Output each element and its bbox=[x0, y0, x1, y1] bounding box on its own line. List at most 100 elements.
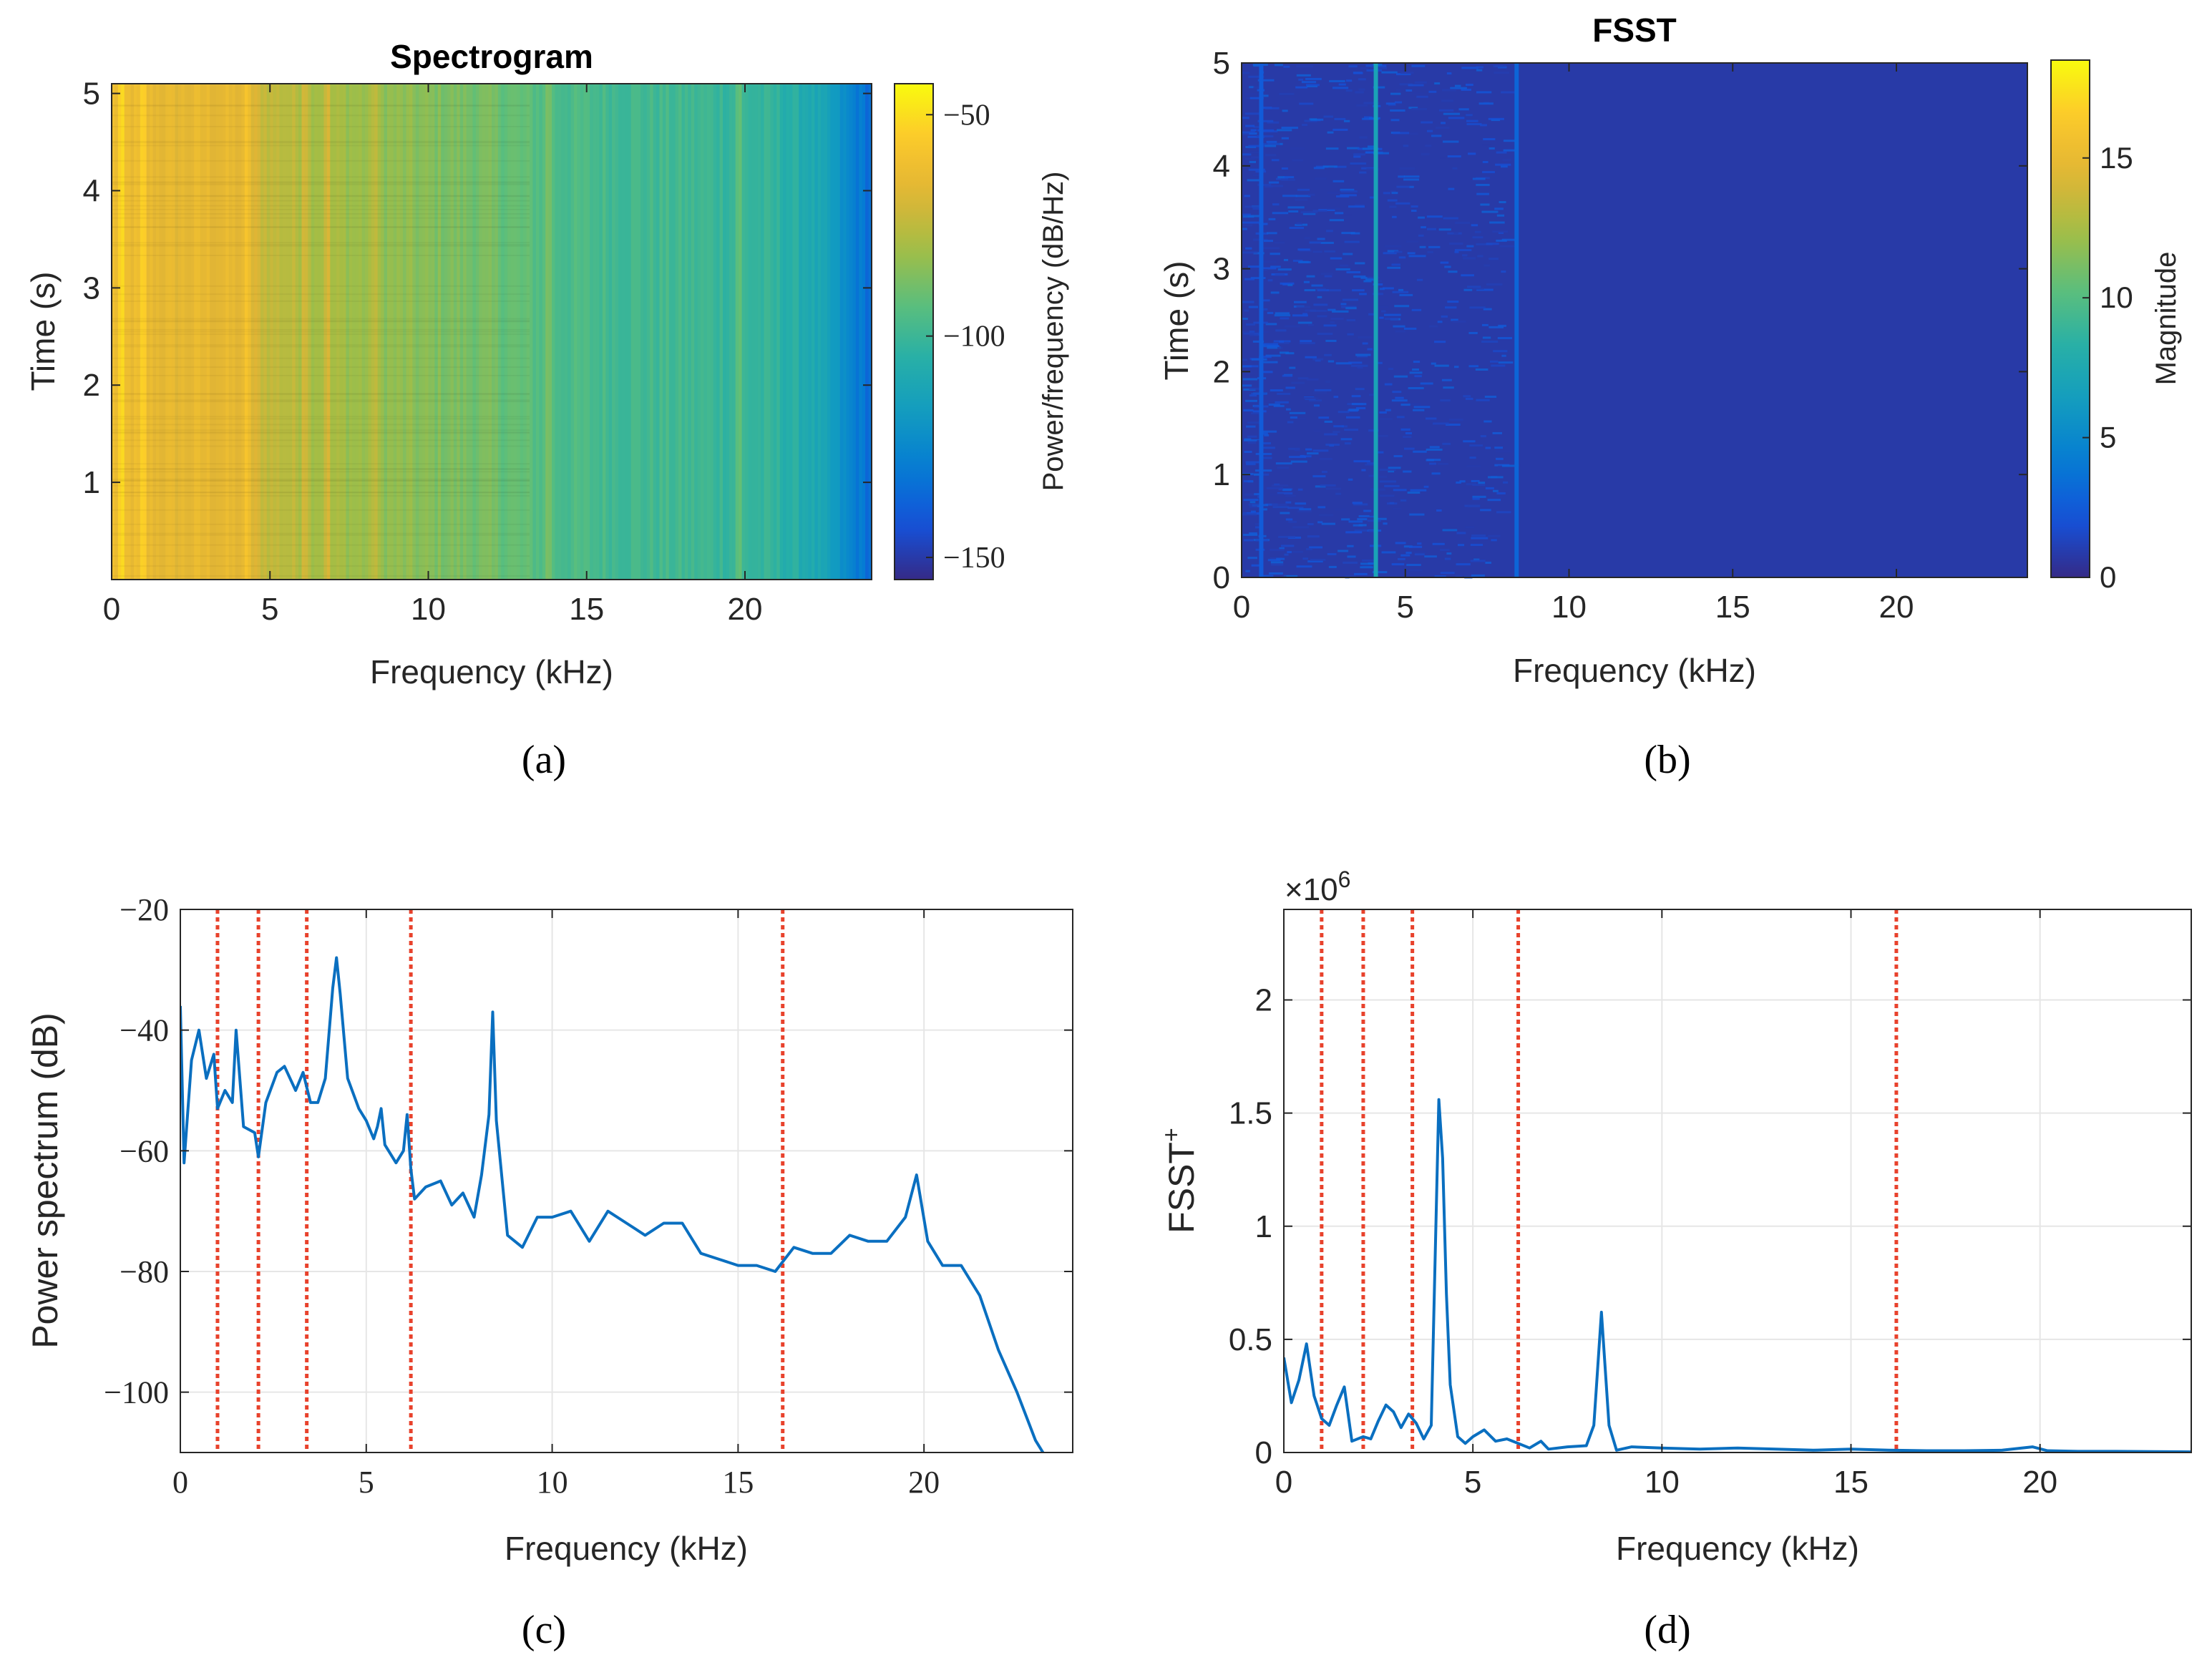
fsst-speckle bbox=[1327, 192, 1340, 195]
fsst-speckle bbox=[1476, 243, 1493, 245]
fsst-speckle bbox=[1429, 462, 1437, 465]
fsst-speckle bbox=[1450, 87, 1467, 89]
fsst-speckle bbox=[1411, 107, 1427, 110]
spectrogram-texture bbox=[112, 205, 530, 207]
fsst-speckle bbox=[1250, 277, 1266, 280]
fsst-speckle bbox=[1361, 469, 1366, 472]
fsst-speckle bbox=[1441, 122, 1446, 125]
spectrogram-cell bbox=[127, 84, 132, 580]
fsst-speckle bbox=[1248, 168, 1265, 171]
fsst-speckle bbox=[1268, 181, 1280, 184]
fsst-speckle bbox=[1489, 258, 1499, 260]
fsst-speckle bbox=[1262, 142, 1280, 145]
spectrogram-plot-frame bbox=[111, 83, 872, 580]
fsst-speckle bbox=[1359, 136, 1368, 139]
fsst-speckle bbox=[1302, 213, 1316, 215]
spectrogram-x-axis-label: Frequency (kHz) bbox=[370, 653, 613, 690]
fsst-plus-ticks: 0 5 10 15 20 0 0.5 1 1.5 2 bbox=[1229, 909, 2191, 1500]
fsst-speckle bbox=[1287, 447, 1300, 450]
fsst-speckle bbox=[1335, 195, 1350, 197]
fsst-speckle bbox=[1302, 557, 1308, 560]
fsst-speckle bbox=[1313, 429, 1321, 432]
fsst-speckle bbox=[1282, 489, 1292, 492]
fsst-speckle bbox=[1244, 439, 1260, 441]
fsst-speckle bbox=[1263, 240, 1274, 243]
fsst-speckle bbox=[1253, 252, 1265, 255]
spectrogram-texture bbox=[112, 431, 530, 434]
fsst-speckle bbox=[1304, 289, 1316, 292]
fsst-speckle bbox=[1242, 331, 1251, 333]
fsst-speckle bbox=[1472, 177, 1486, 180]
fsst-speckle bbox=[1475, 368, 1489, 371]
fsst-speckle bbox=[1360, 562, 1373, 565]
spectrogram-cell bbox=[574, 84, 578, 580]
fsst-speckle bbox=[1334, 117, 1346, 120]
spectrogram-texture bbox=[112, 393, 530, 395]
spectrogram-cell bbox=[716, 84, 721, 580]
y-tick-label: 0.5 bbox=[1229, 1322, 1272, 1357]
fsst-speckle bbox=[1353, 460, 1370, 463]
fsst-speckle bbox=[1480, 509, 1491, 512]
fsst-speckle bbox=[1335, 212, 1344, 215]
fsst-speckle bbox=[1485, 562, 1491, 565]
fsst-speckle bbox=[1476, 91, 1492, 94]
spectrogram-cell bbox=[194, 84, 198, 580]
fsst-speckle bbox=[1365, 463, 1378, 466]
y-tick-label: 0 bbox=[1213, 560, 1230, 595]
fsst-speckle bbox=[1420, 247, 1435, 250]
fsst-speckle bbox=[1265, 145, 1277, 147]
y-tick-label: 5 bbox=[1213, 46, 1230, 81]
spectrogram-cell bbox=[862, 84, 866, 580]
fsst-speckle bbox=[1496, 450, 1512, 453]
fsst-speckle bbox=[1428, 90, 1437, 93]
fsst-speckle bbox=[1245, 125, 1255, 127]
fsst-speckle bbox=[1464, 69, 1476, 72]
spectrogram-cell bbox=[488, 84, 492, 580]
spectrogram-texture bbox=[112, 125, 530, 127]
fsst-speckle bbox=[1357, 518, 1368, 521]
spectrogram-cell bbox=[668, 84, 673, 580]
spectrogram-cell bbox=[821, 84, 825, 580]
fsst-speckle bbox=[1363, 509, 1372, 512]
fsst-speckle bbox=[1335, 492, 1342, 495]
fsst-speckle bbox=[1442, 89, 1456, 92]
fsst-speckle bbox=[1247, 179, 1262, 182]
fsst-speckle bbox=[1480, 203, 1490, 206]
fsst-speckle bbox=[1461, 88, 1471, 91]
fsst-speckle bbox=[1491, 364, 1506, 367]
fsst-speckle bbox=[1390, 190, 1396, 192]
fsst-speckle bbox=[1463, 395, 1471, 398]
fsst-speckle bbox=[1261, 430, 1277, 433]
fsst-speckle bbox=[1483, 264, 1490, 267]
fsst-speckle bbox=[1394, 250, 1403, 253]
fsst-speckle bbox=[1257, 183, 1272, 186]
fsst-y-axis-label: Time (s) bbox=[1158, 261, 1195, 381]
fsst-speckle bbox=[1476, 66, 1483, 69]
fsst-speckle bbox=[1440, 549, 1450, 552]
fsst-speckle bbox=[1296, 565, 1312, 568]
fsst-speckle bbox=[1448, 117, 1465, 119]
fsst-speckle bbox=[1292, 260, 1303, 263]
spectrogram-cell bbox=[805, 84, 809, 580]
fsst-speckle bbox=[1265, 185, 1273, 188]
fsst-speckle bbox=[1317, 521, 1323, 524]
fsst-speckle bbox=[1306, 452, 1319, 455]
fsst-speckle bbox=[1471, 479, 1480, 482]
spectrogram-texture bbox=[112, 424, 530, 426]
fsst-speckle bbox=[1481, 210, 1499, 213]
fsst-speckle bbox=[1417, 542, 1422, 545]
y-tick-label: 4 bbox=[83, 173, 100, 208]
spectrogram-cell bbox=[697, 84, 701, 580]
y-tick-label: 1 bbox=[1213, 457, 1230, 492]
fsst-speckle bbox=[1263, 308, 1268, 311]
fsst-speckle bbox=[1291, 381, 1305, 384]
fsst-speckle bbox=[1254, 469, 1272, 472]
fsst-speckle bbox=[1300, 340, 1312, 343]
fsst-speckle bbox=[1242, 215, 1254, 218]
fsst-speckle bbox=[1249, 394, 1257, 397]
spectrogram-texture bbox=[112, 242, 530, 244]
fsst-speckle bbox=[1320, 484, 1336, 487]
fsst-speckle bbox=[1410, 63, 1416, 66]
fsst-speckle bbox=[1366, 168, 1380, 171]
fsst-speckle bbox=[1468, 152, 1476, 155]
